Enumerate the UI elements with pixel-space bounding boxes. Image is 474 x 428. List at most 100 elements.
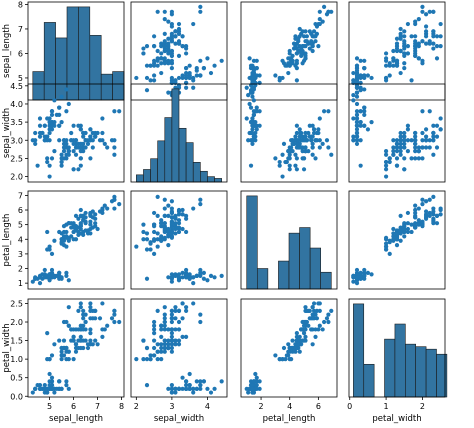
panel-petal_width-vs-sepal_length — [27, 298, 125, 398]
point-87 — [394, 163, 400, 168]
point-147 — [83, 319, 88, 325]
point-25 — [169, 75, 174, 81]
point-50 — [297, 26, 302, 32]
point-23 — [49, 375, 55, 380]
point-117 — [326, 109, 331, 114]
point-48 — [194, 386, 199, 391]
point-145 — [88, 219, 93, 224]
point-106 — [294, 78, 299, 83]
point-24 — [42, 267, 47, 273]
point-133 — [78, 338, 83, 343]
point-41 — [248, 163, 254, 168]
point-142 — [66, 323, 71, 328]
point-91 — [169, 342, 174, 347]
point-49 — [47, 386, 52, 391]
panel-sepal_length-vs-sepal_length — [27, 1, 125, 101]
point-45 — [42, 275, 47, 280]
point-107 — [320, 327, 325, 332]
y-tick-label: 5 — [18, 74, 23, 83]
point-31 — [184, 379, 189, 384]
point-15 — [219, 379, 224, 384]
point-125 — [100, 327, 105, 332]
point-140 — [434, 34, 440, 39]
point-107 — [320, 141, 325, 146]
point-138 — [71, 225, 76, 230]
point-115 — [176, 218, 182, 223]
point-95 — [290, 138, 295, 143]
point-100 — [78, 207, 83, 213]
point-124 — [423, 127, 429, 132]
point-46 — [354, 109, 360, 114]
point-122 — [112, 197, 117, 202]
point-51 — [402, 130, 407, 136]
point-43 — [187, 272, 192, 277]
point-76 — [398, 225, 403, 230]
point-41 — [144, 88, 150, 93]
point-143 — [431, 209, 436, 214]
point-131 — [420, 202, 425, 207]
point-142 — [66, 149, 71, 154]
point-53 — [287, 163, 292, 168]
panel-frame — [348, 190, 446, 290]
point-142 — [416, 149, 421, 154]
point-42 — [33, 130, 38, 136]
point-141 — [173, 29, 178, 34]
point-93 — [277, 357, 282, 362]
point-77 — [301, 34, 307, 39]
point-118 — [112, 152, 117, 157]
point-144 — [438, 34, 443, 39]
point-139 — [423, 29, 429, 34]
point-66 — [402, 61, 407, 66]
point-89 — [287, 156, 292, 161]
point-16 — [248, 379, 254, 384]
point-118 — [155, 194, 160, 199]
point-62 — [287, 167, 292, 172]
point-34 — [173, 386, 178, 391]
point-144 — [311, 127, 317, 132]
point-16 — [57, 105, 62, 110]
point-112 — [169, 316, 174, 321]
point-84 — [57, 338, 62, 343]
point-131 — [322, 4, 327, 9]
x-tick-label: 2 — [259, 402, 264, 411]
point-32 — [208, 273, 214, 278]
point-50 — [398, 130, 403, 136]
point-93 — [144, 357, 150, 362]
point-149 — [69, 327, 74, 332]
x-tick-label: 6 — [71, 402, 76, 411]
point-48 — [354, 68, 360, 73]
point-130 — [416, 206, 421, 211]
point-113 — [152, 319, 157, 325]
point-47 — [37, 130, 43, 136]
point-78 — [166, 229, 171, 235]
point-149 — [413, 138, 418, 143]
x-axis-label-sepal_length: sepal_length — [49, 414, 103, 424]
point-15 — [64, 379, 69, 384]
hist-bar-sepal_width-4 — [164, 117, 173, 183]
point-106 — [152, 78, 157, 83]
point-136 — [184, 213, 189, 218]
point-106 — [409, 78, 414, 83]
point-90 — [59, 231, 64, 236]
point-22 — [354, 116, 360, 121]
point-109 — [191, 21, 196, 27]
point-122 — [162, 9, 167, 14]
point-100 — [316, 127, 321, 132]
point-148 — [184, 216, 189, 221]
point-136 — [434, 123, 440, 128]
point-141 — [431, 134, 436, 139]
point-48 — [54, 112, 59, 117]
point-137 — [173, 327, 178, 332]
point-93 — [383, 163, 389, 168]
point-146 — [416, 156, 421, 161]
point-21 — [49, 112, 55, 117]
point-94 — [394, 149, 400, 154]
point-54 — [83, 338, 88, 343]
point-43 — [369, 272, 374, 277]
point-21 — [362, 112, 367, 117]
point-37 — [191, 78, 196, 83]
hist-bar-sepal_length-4 — [78, 6, 91, 101]
point-73 — [297, 349, 302, 354]
point-76 — [299, 342, 304, 347]
point-81 — [59, 159, 64, 165]
